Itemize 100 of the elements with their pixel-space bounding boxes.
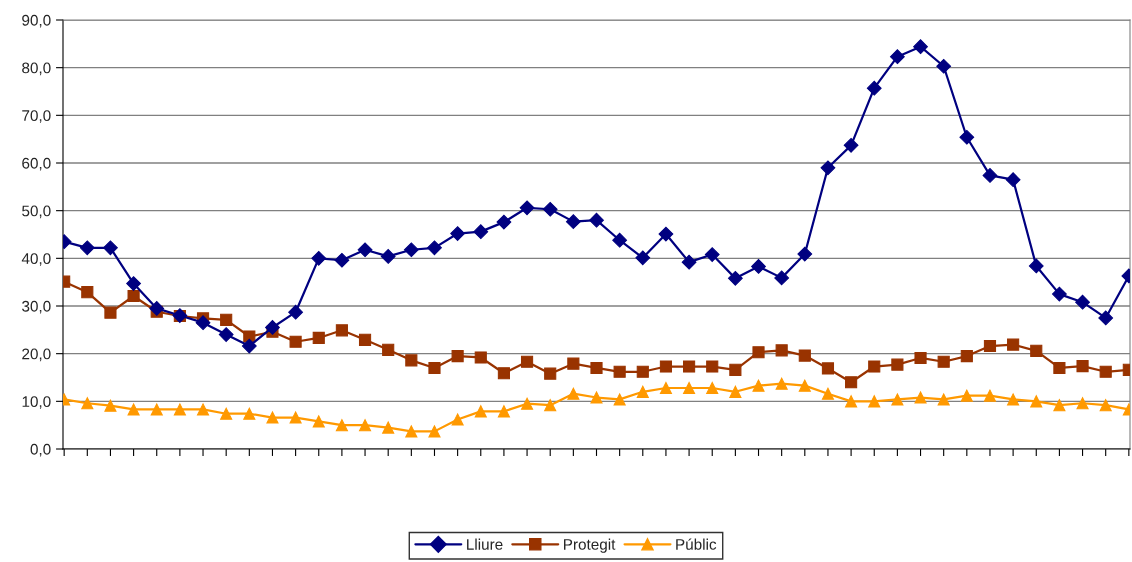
point	[1052, 286, 1067, 302]
point	[936, 58, 952, 74]
point	[752, 346, 765, 359]
point	[405, 425, 418, 438]
point	[613, 393, 626, 406]
point	[937, 355, 950, 368]
point	[775, 344, 788, 357]
point	[913, 39, 928, 55]
y-tick-label: 50,0	[22, 205, 51, 219]
point	[519, 200, 535, 216]
point	[1053, 399, 1066, 412]
point	[1030, 344, 1043, 357]
point	[1098, 310, 1114, 326]
point	[81, 397, 94, 410]
point	[451, 349, 464, 363]
point	[220, 313, 233, 326]
point	[428, 361, 441, 375]
point	[218, 327, 234, 342]
point	[474, 351, 487, 364]
point	[195, 315, 211, 331]
point	[960, 389, 973, 402]
point	[889, 49, 905, 65]
point	[636, 365, 649, 378]
point	[149, 300, 165, 316]
point	[960, 349, 973, 363]
point	[241, 338, 257, 354]
point	[497, 367, 510, 380]
point	[1099, 365, 1112, 378]
point	[891, 393, 904, 406]
point	[335, 419, 348, 432]
point	[821, 387, 835, 400]
point	[797, 246, 813, 262]
point	[613, 365, 626, 378]
point	[358, 333, 372, 346]
point	[496, 214, 512, 230]
point	[914, 391, 927, 404]
point	[821, 362, 835, 375]
point	[775, 377, 788, 390]
point	[866, 80, 882, 96]
point	[636, 385, 649, 398]
point	[565, 214, 581, 230]
point	[683, 381, 696, 395]
point	[843, 137, 859, 153]
point	[127, 289, 140, 303]
point	[428, 425, 441, 438]
point	[751, 259, 766, 274]
point	[520, 355, 534, 368]
point	[451, 413, 464, 426]
point	[474, 405, 487, 418]
point	[126, 276, 141, 291]
point	[1028, 258, 1044, 274]
point	[727, 270, 743, 286]
point	[706, 381, 719, 395]
point	[1007, 338, 1020, 351]
point	[380, 249, 396, 264]
legend-label: Protegit	[564, 538, 616, 553]
point	[335, 324, 348, 337]
point	[729, 385, 742, 398]
point	[590, 361, 603, 375]
point	[311, 250, 327, 266]
point	[544, 367, 557, 380]
point	[752, 379, 765, 392]
y-tick-label: 10,0	[22, 396, 51, 409]
y-tick-label: 0,0	[30, 443, 51, 457]
point	[983, 389, 997, 402]
point	[774, 270, 790, 286]
point	[289, 335, 302, 348]
point	[820, 160, 836, 176]
point	[103, 240, 118, 256]
point	[243, 407, 256, 420]
point	[1076, 397, 1089, 410]
point	[1007, 393, 1020, 406]
point	[937, 393, 950, 406]
point	[845, 395, 858, 408]
point	[104, 306, 117, 319]
y-tick-label: 70,0	[22, 110, 51, 123]
point	[681, 254, 697, 270]
point	[567, 387, 580, 400]
point	[612, 232, 628, 248]
point	[1005, 172, 1021, 188]
y-tick-label: 40,0	[21, 253, 51, 266]
point	[659, 381, 673, 395]
point	[497, 405, 510, 418]
point	[544, 399, 557, 412]
point	[706, 360, 719, 373]
point	[959, 129, 975, 145]
y-tick-label: 90,0	[22, 14, 51, 28]
point	[891, 358, 904, 371]
point	[312, 331, 325, 345]
point	[567, 357, 580, 370]
point	[590, 391, 603, 404]
point	[288, 304, 304, 320]
point	[1075, 294, 1090, 310]
point	[704, 247, 720, 262]
point	[403, 242, 419, 258]
point	[173, 403, 186, 416]
y-tick-label: 20,0	[22, 348, 51, 362]
legend-label: Lliure	[467, 538, 503, 550]
point	[868, 360, 881, 373]
point	[334, 252, 350, 268]
